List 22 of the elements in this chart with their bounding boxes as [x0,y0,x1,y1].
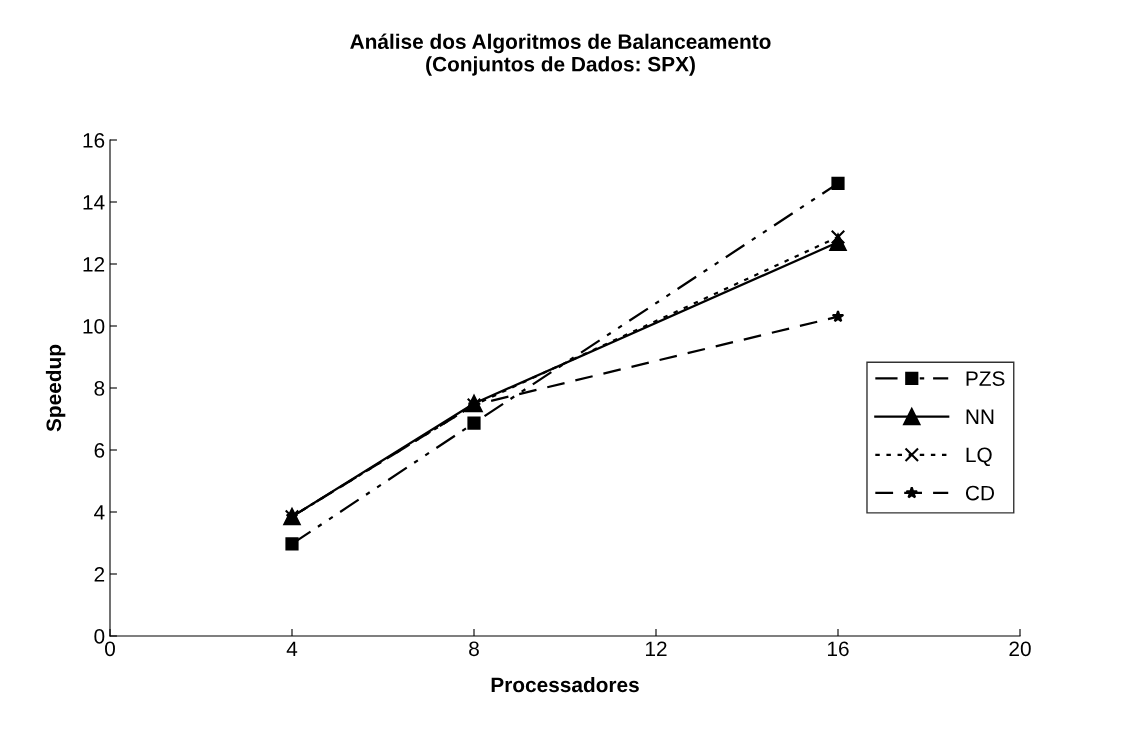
legend-label: NN [966,409,994,424]
y-tick-label: 0 [94,629,105,644]
y-tick-label: 6 [94,443,105,458]
y-tick-label: 8 [94,381,105,396]
y-tick-label: 2 [94,567,105,582]
x-tick-label: 16 [828,641,849,657]
y-tick-label: 4 [94,505,105,520]
legend-label: PZS [966,371,1005,386]
y-tick-label: 12 [83,257,105,272]
y-tick-label: 14 [83,195,105,210]
x-tick-label: 0 [105,641,115,657]
y-tick-label: 16 [83,133,105,148]
x-axis-title: Processadores [491,676,639,693]
y-axis-title: Speedup [45,344,66,432]
chart-title: Análise dos Algoritmos de Balanceamento (Conjuntos de Dados: SPX) [350,33,771,76]
x-tick-label: 12 [646,641,667,656]
legend-label: LQ [966,447,992,467]
x-tick-label: 20 [1009,641,1031,657]
x-tick-label: 8 [469,641,479,657]
legend-label: CD [965,485,994,501]
x-tick-label: 4 [286,641,298,656]
y-tick-label: 10 [83,319,105,334]
